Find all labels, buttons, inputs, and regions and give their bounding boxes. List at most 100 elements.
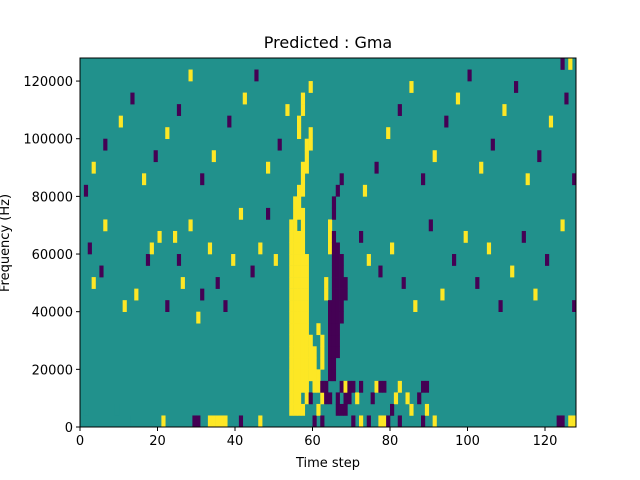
heatmap-cell (320, 346, 325, 359)
heatmap-cell (339, 300, 344, 312)
heatmap-cell (277, 138, 282, 151)
y-axis: 0 20000 40000 60000 80000 100000 120000 (23, 75, 80, 436)
heatmap-cell (514, 81, 519, 93)
heatmap-cell (297, 369, 302, 382)
heatmap-cell (467, 69, 472, 82)
heatmap-cell (300, 369, 306, 382)
heatmap-cell (335, 346, 340, 359)
heatmap-cell (176, 104, 182, 116)
x-tick-label: 0 (76, 434, 84, 449)
heatmap-cell (335, 300, 340, 312)
heatmap-cell (421, 380, 426, 393)
heatmap-cell (452, 254, 457, 266)
heatmap-cell (289, 288, 294, 301)
heatmap-cell (130, 92, 135, 105)
heatmap-cell (331, 277, 337, 289)
heatmap-cell (328, 311, 333, 324)
heatmap-cell (335, 254, 340, 266)
heatmap-cell (297, 230, 302, 243)
heatmap-cell (324, 392, 329, 405)
heatmap-cell (200, 288, 205, 301)
heatmap-cell (432, 415, 437, 428)
heatmap-cell (331, 230, 337, 243)
heatmap-cell (293, 230, 298, 243)
heatmap-cell (293, 207, 298, 220)
heatmap-cell (374, 161, 379, 174)
heatmap-cell (293, 323, 298, 336)
heatmap-cell (300, 346, 306, 359)
heatmap-cell (409, 403, 414, 416)
heatmap-cell (502, 104, 507, 116)
heatmap-cell (304, 346, 309, 359)
heatmap-cell (533, 288, 538, 301)
heatmap-cell (401, 277, 406, 289)
heatmap-cell (266, 161, 271, 174)
heatmap-cell (285, 104, 290, 116)
heatmap-cell (304, 380, 309, 393)
heatmap-cell (300, 207, 306, 220)
heatmap-cell (359, 230, 364, 243)
heatmap-cell (293, 403, 298, 416)
heatmap-cell (486, 242, 492, 255)
heatmap-cell (568, 415, 573, 428)
heatmap-cell (324, 380, 329, 393)
heatmap-cell (293, 392, 298, 405)
heatmap-cell (300, 323, 306, 336)
heatmap-cell (300, 265, 306, 278)
heatmap-cell (320, 392, 325, 405)
heatmap-cell (339, 288, 344, 301)
x-tick-label: 20 (149, 434, 166, 449)
heatmap-cell (200, 173, 205, 186)
heatmap-cell (378, 380, 383, 393)
heatmap-cell (308, 369, 313, 382)
heatmap-cell (304, 161, 309, 174)
heatmap-cell (207, 415, 213, 428)
heatmap-cell (304, 357, 309, 370)
heatmap-cell (289, 346, 294, 359)
heatmap-cell (339, 173, 344, 186)
heatmap-cell (304, 138, 309, 151)
heatmap-cell (316, 403, 321, 416)
heatmap-cell (308, 138, 313, 151)
heatmap-cell (386, 127, 391, 140)
heatmap-cell (331, 254, 337, 266)
heatmap-cell (331, 346, 337, 359)
heatmap-cell (289, 242, 294, 255)
x-tick-label: 120 (533, 434, 558, 449)
heatmap-cell (300, 254, 306, 266)
heatmap-cell (335, 311, 340, 324)
heatmap-cell (455, 92, 461, 105)
heatmap-cell (335, 323, 340, 336)
heatmap-cell (339, 277, 344, 289)
heatmap-cell (444, 115, 449, 128)
heatmap-cell (300, 161, 306, 174)
y-tick-label: 60000 (32, 248, 73, 263)
heatmap-cell (479, 161, 484, 174)
heatmap-cell (153, 150, 158, 163)
heatmap-cell (293, 334, 298, 347)
heatmap-cell (421, 173, 426, 186)
heatmap-cell (227, 115, 232, 128)
y-tick-label: 40000 (32, 306, 73, 321)
heatmap-cell (463, 230, 468, 243)
heatmap-cell (99, 265, 104, 278)
heatmap-cell (289, 357, 294, 370)
heatmap-cell (490, 138, 495, 151)
heatmap-cell (304, 150, 309, 163)
heatmap-cell (289, 219, 294, 232)
heatmap-cell (331, 334, 337, 347)
x-tick-label: 80 (382, 434, 399, 449)
heatmap-cell (421, 415, 426, 428)
heatmap-cell (297, 207, 302, 220)
heatmap-cell (126, 415, 131, 428)
heatmap-cell (207, 242, 213, 255)
heatmap-cell (572, 415, 577, 428)
heatmap-cell (304, 311, 309, 324)
heatmap-cell (308, 357, 313, 370)
heatmap-cell (362, 184, 368, 197)
heatmap-cell (312, 346, 317, 359)
heatmap-cell (188, 219, 193, 232)
heatmap-cell (328, 392, 333, 405)
heatmap-cell (300, 380, 306, 393)
heatmap-cell (289, 300, 294, 312)
